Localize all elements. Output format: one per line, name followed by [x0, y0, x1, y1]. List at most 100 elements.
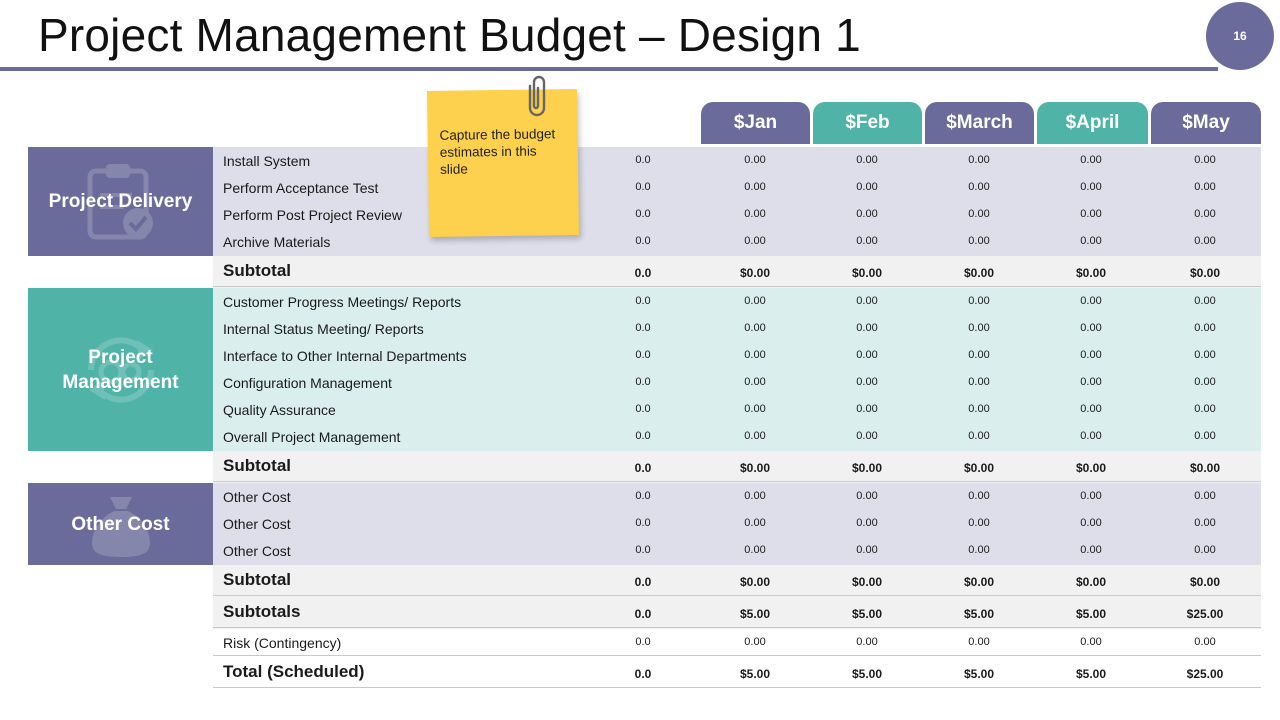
cell-value: 0.00: [1080, 181, 1102, 193]
row-label: Other Cost: [223, 516, 291, 532]
cell-value: 0.00: [744, 208, 766, 220]
cell-value: $5.00: [963, 667, 995, 681]
table-row: Install System 0.0 0.00 0.00 0.00 0.00 0…: [213, 147, 1261, 174]
table-row: Overall Project Management 0.0 0.00 0.00…: [213, 423, 1261, 450]
table-row: Other Cost 0.0 0.00 0.00 0.00 0.00 0.00: [213, 510, 1261, 537]
row-label: Install System: [223, 153, 311, 169]
cell-value: $0.00: [1189, 575, 1221, 589]
cell-value: $5.00: [739, 607, 771, 621]
cell-value: 0.00: [1080, 349, 1102, 361]
cell-value: $0.00: [1189, 266, 1221, 280]
cell-value: 0.0: [635, 295, 651, 307]
cell-value: 0.0: [634, 575, 652, 589]
cell-value: 0.00: [968, 636, 990, 648]
sticky-note-text: Capture the budget estimates in this sli…: [439, 126, 556, 177]
cell-value: 0.00: [1194, 636, 1216, 648]
cell-value: 0.00: [744, 517, 766, 529]
cell-value: 0.0: [635, 376, 651, 388]
cell-value: 0.00: [856, 403, 878, 415]
table-row: Interface to Other Internal Departments …: [213, 342, 1261, 369]
cell-value: $0.00: [963, 575, 995, 589]
section-label-project-management: Project Management: [28, 288, 213, 451]
total-row: Total (Scheduled) 0.0 $5.00 $5.00 $5.00 …: [213, 657, 1261, 688]
table-row: Perform Post Project Review 0.0 0.00 0.0…: [213, 201, 1261, 228]
cell-value: 0.00: [1194, 154, 1216, 166]
table-row: Other Cost 0.0 0.00 0.00 0.00 0.00 0.00: [213, 537, 1261, 564]
row-label: Quality Assurance: [223, 402, 336, 418]
cell-value: 0.00: [856, 636, 878, 648]
row-label: Perform Post Project Review: [223, 207, 402, 223]
cell-value: 0.0: [635, 235, 651, 247]
section-label-text: Project Delivery: [48, 191, 193, 212]
cell-value: 0.0: [635, 349, 651, 361]
row-label: Configuration Management: [223, 375, 392, 391]
cell-value: 0.00: [1194, 544, 1216, 556]
cell-value: 0.0: [635, 430, 651, 442]
cell-value: 0.00: [744, 403, 766, 415]
cell-value: $0.00: [851, 575, 883, 589]
section-label-project-delivery: Project Delivery: [28, 147, 213, 256]
cell-value: 0.00: [968, 181, 990, 193]
cell-value: $0.00: [963, 266, 995, 280]
cell-value: $0.00: [739, 575, 771, 589]
row-label: Subtotal: [223, 570, 291, 589]
row-label: Subtotal: [223, 456, 291, 475]
row-label: Overall Project Management: [223, 429, 401, 445]
cycle-gears-icon: [87, 336, 154, 403]
cell-value: 0.00: [1194, 517, 1216, 529]
subtotal-band: [213, 451, 1261, 483]
cell-value: 0.0: [634, 266, 652, 280]
cell-value: 0.00: [856, 376, 878, 388]
cell-value: 0.00: [968, 235, 990, 247]
section-label-other-cost: Other Cost: [28, 483, 213, 565]
cell-value: $5.00: [739, 667, 771, 681]
cell-value: $0.00: [1189, 461, 1221, 475]
cell-value: 0.00: [1080, 636, 1102, 648]
title-underline: [0, 67, 1218, 71]
cell-value: 0.00: [744, 322, 766, 334]
cell-value: $5.00: [1075, 667, 1107, 681]
cell-value: $0.00: [739, 461, 771, 475]
cell-value: 0.00: [856, 430, 878, 442]
row-label: Archive Materials: [223, 234, 331, 250]
cell-value: 0.00: [856, 322, 878, 334]
clipboard-check-icon: [87, 163, 153, 239]
money-bag-icon: [91, 497, 150, 557]
cell-value: 0.00: [856, 349, 878, 361]
management-band: [213, 288, 1261, 451]
cell-value: 0.00: [1194, 181, 1216, 193]
cell-value: 0.0: [634, 607, 652, 621]
section-label-text: Project Management: [62, 346, 179, 393]
row-label: Internal Status Meeting/ Reports: [223, 321, 424, 337]
row-label: Total (Scheduled): [223, 662, 365, 681]
cell-value: 0.00: [968, 295, 990, 307]
cell-value: $0.00: [1075, 575, 1107, 589]
row-label: Subtotal: [223, 261, 291, 280]
cell-value: 0.00: [1080, 490, 1102, 502]
cell-value: 0.0: [635, 181, 651, 193]
cell-value: 0.00: [1194, 349, 1216, 361]
cell-value: 0.00: [856, 235, 878, 247]
cell-value: 0.00: [1194, 235, 1216, 247]
cell-value: 0.00: [744, 544, 766, 556]
cell-value: 0.00: [744, 349, 766, 361]
row-label: Risk (Contingency): [223, 635, 342, 651]
cell-value: 0.00: [856, 490, 878, 502]
month-header-feb: $Feb: [813, 102, 922, 144]
cell-value: 0.00: [968, 403, 990, 415]
cell-value: 0.00: [744, 295, 766, 307]
cell-value: 0.00: [968, 322, 990, 334]
risk-row: Risk (Contingency) 0.0 0.00 0.00 0.00 0.…: [213, 629, 1261, 656]
month-header-jan: $Jan: [701, 102, 810, 144]
row-label: Interface to Other Internal Departments: [223, 348, 467, 364]
sticky-note: Capture the budget estimates in this sli…: [426, 88, 580, 238]
cell-value: 0.00: [968, 490, 990, 502]
page-number-badge: 16: [1206, 2, 1274, 70]
cell-value: 0.0: [634, 667, 652, 681]
cell-value: 0.0: [635, 208, 651, 220]
subtotal-row: Subtotal 0.0 $0.00 $0.00 $0.00 $0.00 $0.…: [213, 565, 1261, 596]
cell-value: 0.00: [856, 544, 878, 556]
cell-value: 0.00: [968, 349, 990, 361]
cell-value: 0.00: [1080, 376, 1102, 388]
cell-value: 0.00: [856, 295, 878, 307]
